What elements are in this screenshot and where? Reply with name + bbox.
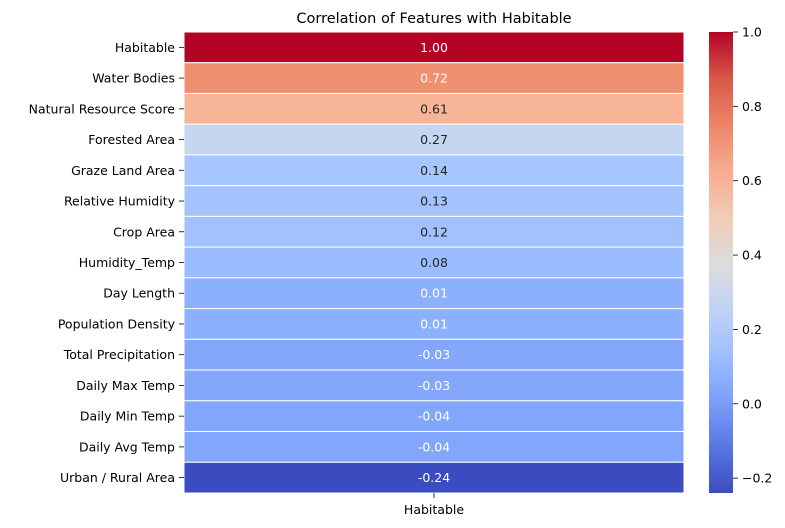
cell-value-label: 0.27 (420, 132, 448, 147)
colorbar-tick-label: 0.4 (742, 248, 762, 263)
row-label: Daily Max Temp (76, 378, 175, 393)
heatmap-cell (183, 31, 685, 64)
cell-value-label: 0.72 (420, 71, 448, 86)
colorbar-tick-label: 0.0 (742, 396, 762, 411)
colorbar-tick-label: 1.0 (742, 25, 762, 40)
colorbar-tick-label: 0.2 (742, 322, 762, 337)
cell-value-label: 0.13 (420, 194, 448, 209)
row-label: Natural Resource Score (29, 101, 176, 116)
row-label: Urban / Rural Area (60, 470, 175, 485)
colorbar-gradient-upper (709, 32, 733, 126)
x-tick-label: Habitable (404, 502, 464, 517)
cell-value-label: 0.08 (420, 255, 448, 270)
cell-value-label: 1.00 (420, 40, 448, 55)
cell-value-label: -0.04 (418, 439, 450, 454)
colorbar: 1.0 0.8 0.6 0.4 0.2 0.0 −0.2 (709, 25, 772, 494)
row-label: Total Precipitation (63, 347, 175, 362)
colorbar-tick-label: −0.2 (742, 471, 772, 486)
heatmap-cell (183, 92, 685, 125)
row-label: Humidity_Temp (79, 255, 175, 270)
heatmap-cell (183, 62, 685, 94)
row-label: Habitable (115, 40, 175, 55)
row-label: Day Length (103, 286, 175, 301)
row-label: Daily Min Temp (80, 409, 175, 424)
x-axis: Habitable (404, 493, 464, 517)
heatmap-cell (183, 338, 685, 371)
cell-value-label: -0.03 (418, 378, 450, 393)
heatmap-cells: 1.00 0.72 0.61 0.27 0.14 0.13 0.12 0.08 0.01 0.01… (183, 31, 685, 494)
row-label: Water Bodies (92, 71, 175, 86)
row-labels: Habitable Water Bodies Natural Resource Sc… (29, 40, 184, 485)
heatmap-cell (183, 123, 685, 156)
row-label: Graze Land Area (71, 163, 175, 178)
heatmap-cell (183, 308, 685, 340)
cell-value-label: -0.04 (418, 409, 450, 424)
chart-title: Correlation of Features with Habitable (296, 11, 571, 27)
cell-value-label: 0.01 (420, 316, 448, 331)
heatmap-cell (183, 369, 685, 402)
cell-value-label: -0.03 (418, 347, 450, 362)
cell-value-label: -0.24 (418, 470, 450, 485)
row-label: Population Density (58, 316, 176, 331)
cell-value-label: 0.61 (420, 101, 448, 116)
cell-value-label: 0.12 (420, 224, 448, 239)
colorbar-tick-label: 0.8 (742, 99, 762, 114)
colorbar-gradient-lower (709, 124, 733, 494)
colorbar-tick-label: 0.6 (742, 173, 762, 188)
heatmap-cell (183, 431, 685, 463)
cell-value-label: 0.14 (420, 163, 448, 178)
row-label: Daily Avg Temp (79, 439, 175, 454)
cell-value-label: 0.01 (420, 286, 448, 301)
row-label: Relative Humidity (64, 194, 176, 209)
row-label: Crop Area (113, 224, 175, 239)
row-label: Forested Area (88, 132, 175, 147)
